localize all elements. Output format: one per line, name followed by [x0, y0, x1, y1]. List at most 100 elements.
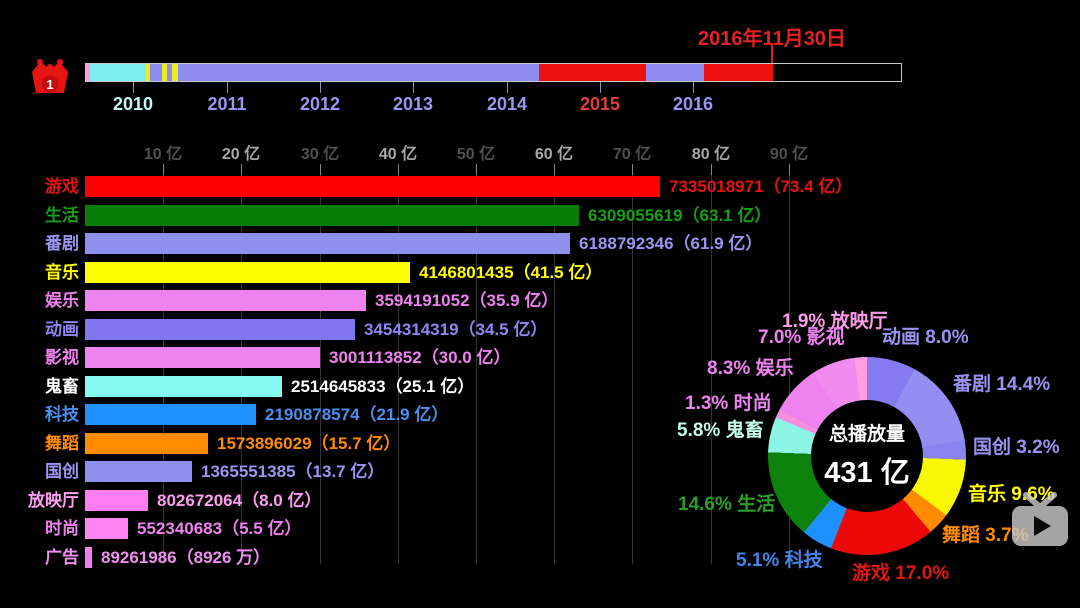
donut-slice-label: 5.1% 科技: [736, 550, 823, 571]
bar-category-label: 游戏: [45, 177, 79, 196]
donut-slice-label: 7.0% 影视: [758, 327, 845, 348]
year-tick-mark: [227, 82, 228, 93]
donut-slice-label: 番剧 14.4%: [953, 374, 1051, 395]
year-label: 2012: [299, 94, 341, 114]
year-tick-mark: [413, 82, 414, 93]
bar: [85, 319, 355, 340]
axis-tick-mark: [241, 164, 242, 175]
bar-value-label: 6309055619（63.1 亿）: [588, 206, 772, 225]
gridline: [476, 164, 477, 564]
year-tick-mark: [600, 82, 601, 93]
bar-category-label: 影视: [45, 348, 79, 367]
axis-tick-label: 20 亿: [221, 146, 261, 163]
axis-tick-label: 10 亿: [143, 146, 183, 163]
bar-value-label: 3001113852（30.0 亿）: [329, 348, 511, 367]
axis-tick-mark: [476, 164, 477, 175]
bar-value-label: 1365551385（13.7 亿）: [201, 462, 385, 481]
bar-value-label: 2514645833（25.1 亿）: [291, 377, 475, 396]
bar-value-label: 3454314319（34.5 亿）: [364, 320, 548, 339]
donut-center: 总播放量 431 亿: [811, 400, 923, 512]
bar: [85, 547, 92, 568]
bar-value-label: 4146801435（41.5 亿）: [419, 263, 603, 282]
bar-category-label: 科技: [45, 405, 79, 424]
bar-category-label: 娱乐: [45, 291, 79, 310]
timeline-segment: [704, 64, 773, 81]
bar-category-label: 番剧: [45, 234, 79, 253]
donut-center-value: 431 亿: [824, 457, 910, 489]
bar-value-label: 802672064（8.0 亿）: [157, 491, 322, 510]
donut-slice-label: 14.6% 生活: [678, 494, 776, 515]
bar-category-label: 广告: [45, 548, 79, 567]
timeline-segment: [90, 64, 146, 81]
year-tick-mark: [693, 82, 694, 93]
bar: [85, 461, 192, 482]
year-label: 2013: [392, 94, 434, 114]
axis-tick-mark: [632, 164, 633, 175]
gridline: [398, 164, 399, 564]
year-label: 2014: [486, 94, 528, 114]
bar-category-label: 舞蹈: [45, 434, 79, 453]
bar: [85, 262, 410, 283]
axis-tick-label: 40 亿: [378, 146, 418, 163]
timeline-segment: [167, 64, 172, 81]
bar: [85, 518, 128, 539]
year-tick-mark: [320, 82, 321, 93]
bar: [85, 176, 660, 197]
gridline: [789, 164, 790, 564]
donut-slice-label: 国创 3.2%: [973, 437, 1060, 458]
current-date-label: 2016年11月30日: [698, 28, 846, 50]
bar-category-label: 生活: [45, 206, 79, 225]
year-tick-mark: [133, 82, 134, 93]
timeline-segment: [539, 64, 646, 81]
axis-tick-mark: [554, 164, 555, 175]
timeline-segment: [178, 64, 539, 81]
tv-play-icon[interactable]: [1010, 490, 1070, 550]
axis-tick-mark: [711, 164, 712, 175]
bar: [85, 490, 148, 511]
bar-category-label: 放映厅: [28, 491, 79, 510]
axis-tick-label: 30 亿: [300, 146, 340, 163]
timeline-segment: [146, 64, 150, 81]
bar-value-label: 2190878574（21.9 亿）: [265, 405, 449, 424]
gridline: [320, 164, 321, 564]
bar: [85, 376, 282, 397]
gridline: [554, 164, 555, 564]
bar-category-label: 动画: [45, 320, 79, 339]
timeline-segment: [150, 64, 162, 81]
axis-tick-mark: [320, 164, 321, 175]
bar-value-label: 552340683（5.5 亿）: [137, 519, 302, 538]
bar-category-label: 时尚: [45, 519, 79, 538]
bar-value-label: 1573896029（15.7 亿）: [217, 434, 401, 453]
bar: [85, 205, 579, 226]
donut-slice-label: 动画 8.0%: [882, 327, 969, 348]
axis-tick-label: 80 亿: [691, 146, 731, 163]
axis-tick-mark: [789, 164, 790, 175]
axis-tick-label: 60 亿: [534, 146, 574, 163]
axis-tick-label: 70 亿: [612, 146, 652, 163]
year-label: 2016: [672, 94, 714, 114]
donut-slice-label: 舞蹈 3.7%: [942, 525, 1029, 546]
year-label: 2010: [112, 94, 154, 114]
bar-category-label: 国创: [45, 462, 79, 481]
bar-category-label: 音乐: [45, 263, 79, 282]
timeline-segment: [646, 64, 704, 81]
timeline-segment: [162, 64, 167, 81]
bar-value-label: 7335018971（73.4 亿）: [669, 177, 853, 196]
bar: [85, 433, 208, 454]
donut-slice-label: 5.8% 鬼畜: [677, 420, 764, 441]
donut-slice-label: 8.3% 娱乐: [707, 358, 794, 379]
bar: [85, 290, 366, 311]
year-tick-mark: [507, 82, 508, 93]
bar-value-label: 3594191052（35.9 亿）: [375, 291, 559, 310]
date-marker-line: [771, 44, 773, 63]
bar: [85, 347, 320, 368]
bar-value-label: 89261986（8926 万）: [101, 548, 271, 567]
donut-center-title: 总播放量: [828, 424, 905, 445]
year-label: 2011: [207, 94, 247, 114]
bar-value-label: 6188792346（61.9 亿）: [579, 234, 763, 253]
gridline: [632, 164, 633, 564]
axis-tick-label: 50 亿: [456, 146, 496, 163]
timeline-segment: [172, 64, 178, 81]
timeline-segment: [86, 64, 90, 81]
